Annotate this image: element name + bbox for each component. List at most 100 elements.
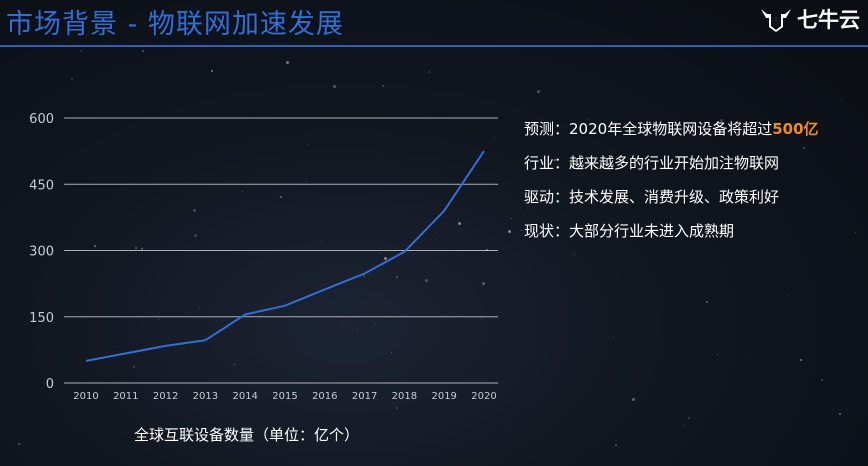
- y-tick-label: 450: [29, 178, 54, 193]
- logo-text: 七牛云: [797, 8, 860, 32]
- star: [855, 232, 856, 233]
- star: [71, 78, 73, 80]
- fact-label: 现状：: [524, 222, 570, 240]
- star: [720, 119, 723, 122]
- fact-item: 行业：越来越多的行业开始加注物联网: [524, 152, 819, 186]
- x-tick-label: 2015: [272, 391, 297, 402]
- star: [18, 270, 19, 271]
- star: [685, 340, 686, 341]
- star: [839, 413, 841, 415]
- star: [683, 425, 684, 426]
- star: [384, 257, 387, 260]
- fact-text: 2020年全球物联网设备将超过: [569, 120, 773, 138]
- page-title: 市场背景 - 物联网加速发展: [6, 9, 344, 40]
- fact-list: 预测：2020年全球物联网设备将超过500亿 行业：越来越多的行业开始加注物联网驱…: [524, 118, 819, 254]
- star: [116, 346, 117, 347]
- star: [159, 319, 160, 320]
- star: [18, 443, 20, 445]
- x-tick-label: 2019: [431, 391, 456, 402]
- star: [396, 276, 398, 278]
- star: [193, 209, 196, 212]
- star: [280, 196, 282, 198]
- star: [587, 119, 588, 120]
- fact-text: 越来越多的行业开始加注物联网: [569, 154, 780, 172]
- x-tick-label: 2017: [352, 391, 377, 402]
- fact-label: 行业：: [524, 154, 570, 172]
- star: [458, 222, 461, 225]
- star: [632, 398, 635, 401]
- title-divider: [0, 45, 868, 47]
- y-tick-label: 150: [29, 311, 54, 326]
- star: [298, 221, 299, 222]
- star: [381, 158, 382, 159]
- x-tick-label: 2011: [113, 391, 138, 402]
- star: [639, 159, 641, 161]
- star: [194, 234, 197, 237]
- star: [803, 147, 805, 149]
- star: [320, 241, 321, 242]
- y-tick-label: 0: [46, 377, 54, 392]
- y-tick-labels: 0 150 300 450 600: [29, 112, 54, 392]
- star: [688, 417, 690, 419]
- star: [357, 329, 358, 330]
- star: [363, 275, 365, 277]
- star: [574, 254, 575, 255]
- x-tick-label: 2016: [312, 391, 337, 402]
- star: [234, 364, 235, 365]
- star: [242, 191, 243, 192]
- star: [821, 379, 823, 381]
- star: [800, 359, 802, 361]
- y-tick-label: 300: [29, 245, 54, 260]
- fact-item: 预测：2020年全球物联网设备将超过500亿: [524, 118, 819, 152]
- x-tick-label: 2018: [392, 391, 417, 402]
- star: [396, 407, 398, 409]
- fact-label: 预测：: [524, 120, 570, 138]
- star: [615, 444, 617, 446]
- star: [94, 245, 96, 247]
- star: [308, 144, 309, 145]
- x-tick-label: 2020: [471, 391, 496, 402]
- star: [211, 70, 213, 72]
- star: [375, 324, 376, 325]
- star: [537, 90, 540, 93]
- series-line: [85, 150, 485, 362]
- star: [521, 230, 522, 231]
- fact-item: 驱动：技术发展、消费升级、政策利好: [524, 186, 819, 220]
- star: [435, 232, 436, 233]
- star: [199, 307, 200, 308]
- x-tick-label: 2010: [73, 391, 98, 402]
- star: [382, 85, 384, 87]
- star: [720, 230, 723, 233]
- star: [428, 71, 430, 73]
- star: [306, 181, 307, 182]
- star: [511, 218, 512, 219]
- star: [425, 279, 428, 282]
- fact-highlight: 500亿: [772, 120, 819, 138]
- star: [135, 247, 137, 249]
- bull-head-icon: [761, 9, 791, 32]
- brand-logo: 七牛云: [759, 4, 860, 34]
- x-tick-labels: 2010 2011 2012 2013 2014 2015 2016 2017 2018 2019…: [73, 391, 496, 402]
- fact-item: 现状：大部分行业未进入成熟期: [524, 220, 819, 254]
- chart-series: [85, 150, 485, 362]
- star: [286, 61, 289, 64]
- x-tick-label: 2013: [193, 391, 218, 402]
- star: [482, 282, 485, 285]
- star: [333, 85, 336, 88]
- fact-label: 驱动：: [524, 188, 570, 206]
- x-tick-label: 2012: [153, 391, 178, 402]
- x-tick-label: 2014: [232, 391, 257, 402]
- star: [142, 50, 144, 52]
- star: [133, 366, 135, 368]
- y-tick-label: 600: [29, 112, 54, 127]
- star: [481, 317, 482, 318]
- fact-text: 大部分行业未进入成熟期: [569, 222, 735, 240]
- star: [380, 253, 381, 254]
- chart-caption: 全球互联设备数量（单位：亿个）: [134, 426, 360, 444]
- star: [717, 354, 718, 355]
- star: [508, 230, 511, 233]
- star: [66, 254, 67, 255]
- star: [523, 214, 524, 215]
- star: [141, 248, 143, 250]
